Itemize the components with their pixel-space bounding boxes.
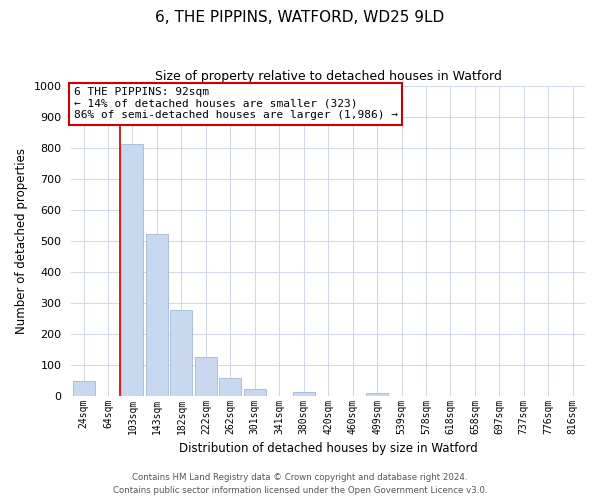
Bar bbox=[195, 357, 217, 396]
Bar bbox=[146, 234, 168, 396]
Bar bbox=[293, 392, 314, 396]
Bar bbox=[121, 144, 143, 396]
Bar bbox=[219, 378, 241, 396]
X-axis label: Distribution of detached houses by size in Watford: Distribution of detached houses by size … bbox=[179, 442, 478, 455]
Text: 6, THE PIPPINS, WATFORD, WD25 9LD: 6, THE PIPPINS, WATFORD, WD25 9LD bbox=[155, 10, 445, 25]
Bar bbox=[366, 393, 388, 396]
Bar bbox=[244, 389, 266, 396]
Bar bbox=[73, 382, 95, 396]
Title: Size of property relative to detached houses in Watford: Size of property relative to detached ho… bbox=[155, 70, 502, 83]
Bar bbox=[170, 310, 193, 396]
Text: Contains HM Land Registry data © Crown copyright and database right 2024.
Contai: Contains HM Land Registry data © Crown c… bbox=[113, 474, 487, 495]
Y-axis label: Number of detached properties: Number of detached properties bbox=[15, 148, 28, 334]
Text: 6 THE PIPPINS: 92sqm
← 14% of detached houses are smaller (323)
86% of semi-deta: 6 THE PIPPINS: 92sqm ← 14% of detached h… bbox=[74, 87, 398, 120]
